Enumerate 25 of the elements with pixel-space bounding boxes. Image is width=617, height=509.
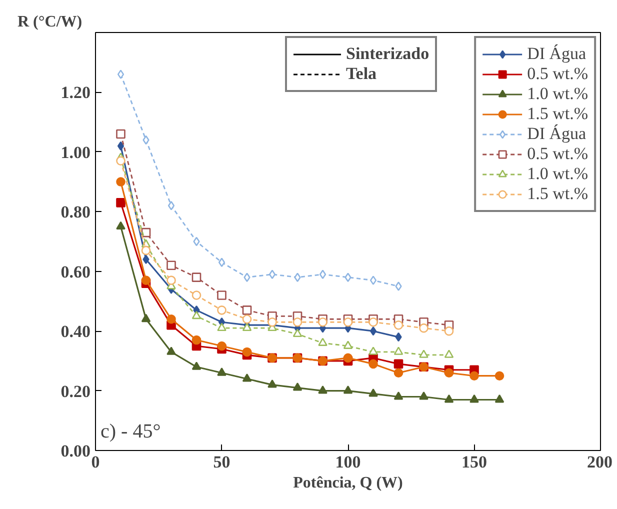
x-tick-label: 100 (335, 452, 361, 472)
legend-label: 1.5 wt.% (527, 184, 588, 204)
legend-label: DI Água (527, 124, 586, 144)
legend-label: 0.5 wt.% (527, 144, 588, 164)
y-tick-label: 0.80 (60, 202, 90, 222)
x-tick-label: 0 (91, 452, 100, 472)
x-tick-label: 200 (587, 452, 612, 472)
legend-label: Sinterizado (346, 44, 430, 64)
x-tick-label: 50 (213, 452, 230, 472)
legend-label: DI Água (527, 44, 586, 64)
y-axis-title: R (°C/W) (18, 14, 82, 30)
legend-label: 1.0 wt.% (527, 84, 588, 104)
y-tick-label: 0.20 (60, 382, 90, 401)
y-tick-label: 0.60 (60, 262, 90, 282)
y-tick-label: 0.00 (60, 442, 90, 460)
legend-label: 1.5 wt.% (527, 104, 588, 124)
legend-label: 1.0 wt.% (527, 164, 588, 184)
legend-label: Tela (346, 64, 377, 84)
y-tick-label: 1.00 (60, 142, 90, 162)
y-tick-label: 1.20 (60, 83, 90, 102)
x-tick-label: 150 (462, 452, 487, 472)
annotation: c) - 45° (100, 420, 161, 442)
legend-label: 0.5 wt.% (527, 64, 588, 84)
x-axis-title: Potência, Q (W) (293, 474, 403, 492)
y-tick-label: 0.40 (60, 322, 90, 342)
